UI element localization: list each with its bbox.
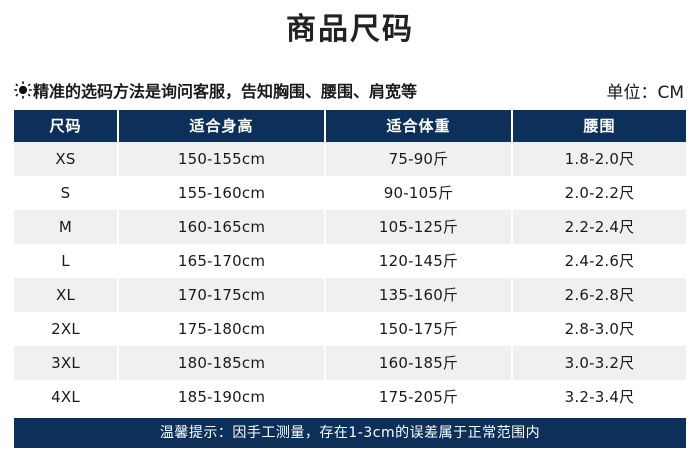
table-header-row: 尺码 适合身高 适合体重 腰围 (14, 110, 686, 142)
cell-height: 170-175cm (118, 278, 326, 312)
cell-weight: 160-185斤 (325, 346, 513, 380)
cell-height: 175-180cm (118, 312, 326, 346)
sun-icon (14, 81, 32, 99)
cell-height: 150-155cm (118, 142, 326, 176)
cell-weight: 75-90斤 (325, 142, 513, 176)
unit-label: 单位：CM (606, 82, 684, 103)
table-row: XL 170-175cm 135-160斤 2.6-2.8尺 (14, 278, 686, 312)
cell-waist: 3.0-3.2尺 (512, 346, 686, 380)
column-header-size: 尺码 (14, 110, 119, 142)
cell-size: XL (14, 278, 119, 312)
cell-height: 165-170cm (118, 244, 326, 278)
cell-weight: 120-145斤 (325, 244, 513, 278)
cell-height: 160-165cm (118, 210, 326, 244)
table-row: 2XL 175-180cm 150-175斤 2.8-3.0尺 (14, 312, 686, 346)
cell-weight: 135-160斤 (325, 278, 513, 312)
cell-size: L (14, 244, 119, 278)
column-header-weight: 适合体重 (325, 110, 513, 142)
cell-height: 185-190cm (118, 380, 326, 414)
table-row: 3XL 180-185cm 160-185斤 3.0-3.2尺 (14, 346, 686, 380)
footer-note: 温馨提示：因手工测量，存在1-3cm的误差属于正常范围内 (14, 418, 686, 448)
table-row: XS 150-155cm 75-90斤 1.8-2.0尺 (14, 142, 686, 176)
cell-size: S (14, 176, 119, 210)
cell-waist: 2.2-2.4尺 (512, 210, 686, 244)
cell-height: 180-185cm (118, 346, 326, 380)
cell-waist: 2.0-2.2尺 (512, 176, 686, 210)
subheader-note: 精准的选码方法是询问客服，告知胸围、腰围、肩宽等 (33, 82, 418, 101)
cell-size: M (14, 210, 119, 244)
page-title: 商品尺码 (286, 12, 414, 47)
cell-waist: 1.8-2.0尺 (512, 142, 686, 176)
subheader-note-group: 精准的选码方法是询问客服，告知胸围、腰围、肩宽等 (14, 78, 417, 102)
cell-weight: 150-175斤 (325, 312, 513, 346)
cell-size: 3XL (14, 346, 119, 380)
table-body: XS 150-155cm 75-90斤 1.8-2.0尺 S 155-160cm… (14, 142, 686, 414)
size-table: 尺码 适合身高 适合体重 腰围 XS 150-155cm 75-90斤 1.8-… (14, 110, 686, 414)
cell-waist: 2.8-3.0尺 (512, 312, 686, 346)
table-row: S 155-160cm 90-105斤 2.0-2.2尺 (14, 176, 686, 210)
cell-waist: 2.4-2.6尺 (512, 244, 686, 278)
cell-weight: 90-105斤 (325, 176, 513, 210)
cell-size: 2XL (14, 312, 119, 346)
cell-waist: 3.2-3.4尺 (512, 380, 686, 414)
cell-weight: 105-125斤 (325, 210, 513, 244)
cell-weight: 175-205斤 (325, 380, 513, 414)
table-header: 尺码 适合身高 适合体重 腰围 (14, 110, 686, 142)
cell-height: 155-160cm (118, 176, 326, 210)
subheader-row: 精准的选码方法是询问客服，告知胸围、腰围、肩宽等 单位：CM (14, 74, 686, 106)
table-row: M 160-165cm 105-125斤 2.2-2.4尺 (14, 210, 686, 244)
cell-size: XS (14, 142, 119, 176)
table-row: 4XL 185-190cm 175-205斤 3.2-3.4尺 (14, 380, 686, 414)
column-header-waist: 腰围 (512, 110, 686, 142)
column-header-height: 适合身高 (118, 110, 326, 142)
cell-size: 4XL (14, 380, 119, 414)
cell-waist: 2.6-2.8尺 (512, 278, 686, 312)
table-row: L 165-170cm 120-145斤 2.4-2.6尺 (14, 244, 686, 278)
